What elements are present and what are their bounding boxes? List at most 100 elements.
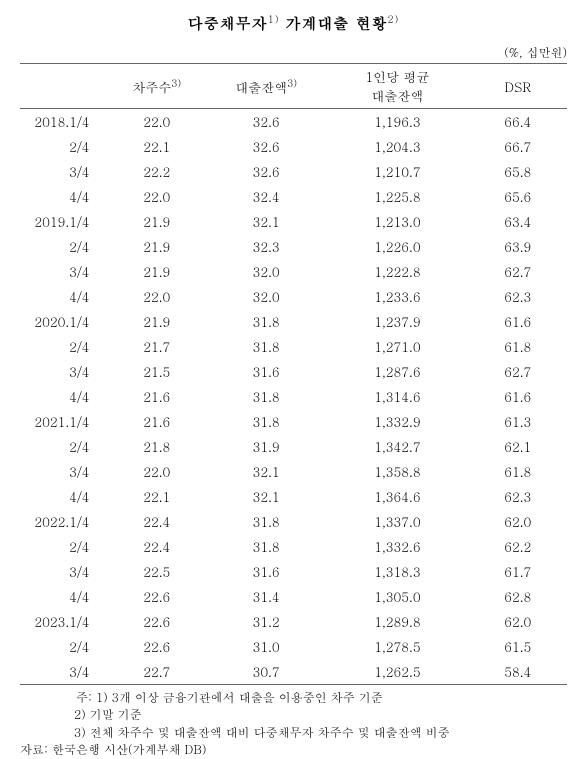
cell-period: 2020.1/4: [20, 309, 108, 334]
cell-balance: 31.9: [206, 434, 326, 459]
cell-balance: 32.0: [206, 284, 326, 309]
cell-balance: 32.1: [206, 459, 326, 484]
cell-borrowers: 22.0: [108, 109, 206, 135]
cell-balance: 31.8: [206, 409, 326, 434]
cell-avg: 1,318.3: [326, 559, 468, 584]
cell-avg: 1,278.5: [326, 634, 468, 659]
source-text: 한국은행 시산(가계부채 DB): [52, 741, 206, 758]
cell-dsr: 62.7: [469, 259, 567, 284]
cell-dsr: 62.0: [469, 609, 567, 634]
cell-borrowers: 21.6: [108, 384, 206, 409]
cell-dsr: 62.0: [469, 509, 567, 534]
cell-borrowers: 22.5: [108, 559, 206, 584]
cell-period: 3/4: [20, 659, 108, 685]
cell-borrowers: 22.7: [108, 659, 206, 685]
table-row: 4/422.132.11,364.662.3: [20, 484, 567, 509]
cell-balance: 31.4: [206, 584, 326, 609]
cell-avg: 1,314.6: [326, 384, 468, 409]
cell-borrowers: 22.0: [108, 184, 206, 209]
note-1: 1) 3개 이상 금융기관에서 대출을 이용중인 차주 기준: [96, 689, 383, 706]
cell-period: 2018.1/4: [20, 109, 108, 135]
page-title: 다중채무자1) 가계대출 현황2): [20, 12, 567, 34]
cell-balance: 31.8: [206, 334, 326, 359]
cell-balance: 31.0: [206, 634, 326, 659]
cell-borrowers: 21.9: [108, 309, 206, 334]
cell-avg: 1,287.6: [326, 359, 468, 384]
title-sup-2: 2): [388, 12, 400, 26]
cell-borrowers: 22.4: [108, 534, 206, 559]
cell-borrowers: 22.0: [108, 459, 206, 484]
note-3: 3) 전체 차주수 및 대출잔액 대비 다중채무자 차주수 및 대출잔액 비중: [48, 724, 567, 741]
cell-balance: 31.8: [206, 309, 326, 334]
cell-borrowers: 22.2: [108, 159, 206, 184]
cell-dsr: 63.9: [469, 234, 567, 259]
table-row: 4/422.631.41,305.062.8: [20, 584, 567, 609]
cell-period: 3/4: [20, 159, 108, 184]
cell-period: 2/4: [20, 334, 108, 359]
cell-avg: 1,289.8: [326, 609, 468, 634]
table-row: 2021.1/421.631.81,332.961.3: [20, 409, 567, 434]
cell-period: 4/4: [20, 584, 108, 609]
cell-balance: 32.4: [206, 184, 326, 209]
table-row: 4/422.032.01,233.662.3: [20, 284, 567, 309]
unit-label: (%, 십만원): [20, 44, 567, 61]
cell-avg: 1,213.0: [326, 209, 468, 234]
cell-dsr: 61.8: [469, 334, 567, 359]
cell-period: 3/4: [20, 359, 108, 384]
cell-period: 2/4: [20, 234, 108, 259]
cell-balance: 31.8: [206, 534, 326, 559]
title-text-a: 다중채무자: [188, 13, 268, 34]
cell-borrowers: 21.5: [108, 359, 206, 384]
cell-avg: 1,337.0: [326, 509, 468, 534]
table-row: 2/421.932.31,226.063.9: [20, 234, 567, 259]
cell-balance: 32.6: [206, 159, 326, 184]
cell-period: 2019.1/4: [20, 209, 108, 234]
cell-balance: 31.8: [206, 384, 326, 409]
cell-avg: 1,226.0: [326, 234, 468, 259]
cell-borrowers: 22.6: [108, 634, 206, 659]
cell-avg: 1,305.0: [326, 584, 468, 609]
cell-dsr: 62.8: [469, 584, 567, 609]
table-row: 2/422.132.61,204.366.7: [20, 134, 567, 159]
cell-avg: 1,222.8: [326, 259, 468, 284]
cell-period: 2/4: [20, 634, 108, 659]
table-row: 3/422.531.61,318.361.7: [20, 559, 567, 584]
table-row: 3/422.232.61,210.765.8: [20, 159, 567, 184]
cell-avg: 1,233.6: [326, 284, 468, 309]
cell-period: 2/4: [20, 434, 108, 459]
cell-balance: 31.6: [206, 559, 326, 584]
cell-period: 2023.1/4: [20, 609, 108, 634]
cell-dsr: 61.6: [469, 309, 567, 334]
cell-borrowers: 21.9: [108, 234, 206, 259]
table-row: 3/421.531.61,287.662.7: [20, 359, 567, 384]
cell-dsr: 61.3: [469, 409, 567, 434]
table-header-row: 차주수3) 대출잔액3) 1인당 평균 대출잔액 DSR: [20, 64, 567, 109]
cell-dsr: 62.2: [469, 534, 567, 559]
table-row: 2022.1/422.431.81,337.062.0: [20, 509, 567, 534]
cell-period: 3/4: [20, 559, 108, 584]
cell-dsr: 65.6: [469, 184, 567, 209]
cell-balance: 31.6: [206, 359, 326, 384]
cell-period: 4/4: [20, 384, 108, 409]
cell-avg: 1,210.7: [326, 159, 468, 184]
cell-borrowers: 22.6: [108, 584, 206, 609]
header-borrowers: 차주수3): [108, 64, 206, 109]
table-row: 2018.1/422.032.61,196.366.4: [20, 109, 567, 135]
cell-dsr: 58.4: [469, 659, 567, 685]
cell-dsr: 63.4: [469, 209, 567, 234]
cell-balance: 31.2: [206, 609, 326, 634]
cell-dsr: 61.6: [469, 384, 567, 409]
source-line: 자료: 한국은행 시산(가계부채 DB): [20, 741, 567, 758]
cell-dsr: 62.7: [469, 359, 567, 384]
table-body: 2018.1/422.032.61,196.366.42/422.132.61,…: [20, 109, 567, 685]
table-row: 2/422.431.81,332.662.2: [20, 534, 567, 559]
cell-dsr: 61.5: [469, 634, 567, 659]
cell-borrowers: 21.9: [108, 259, 206, 284]
table-row: 2020.1/421.931.81,237.961.6: [20, 309, 567, 334]
header-balance-text: 대출잔액: [235, 77, 287, 96]
cell-borrowers: 21.6: [108, 409, 206, 434]
cell-borrowers: 22.1: [108, 134, 206, 159]
table-row: 4/422.032.41,225.865.6: [20, 184, 567, 209]
table-row: 2/421.731.81,271.061.8: [20, 334, 567, 359]
table-row: 3/422.032.11,358.861.8: [20, 459, 567, 484]
